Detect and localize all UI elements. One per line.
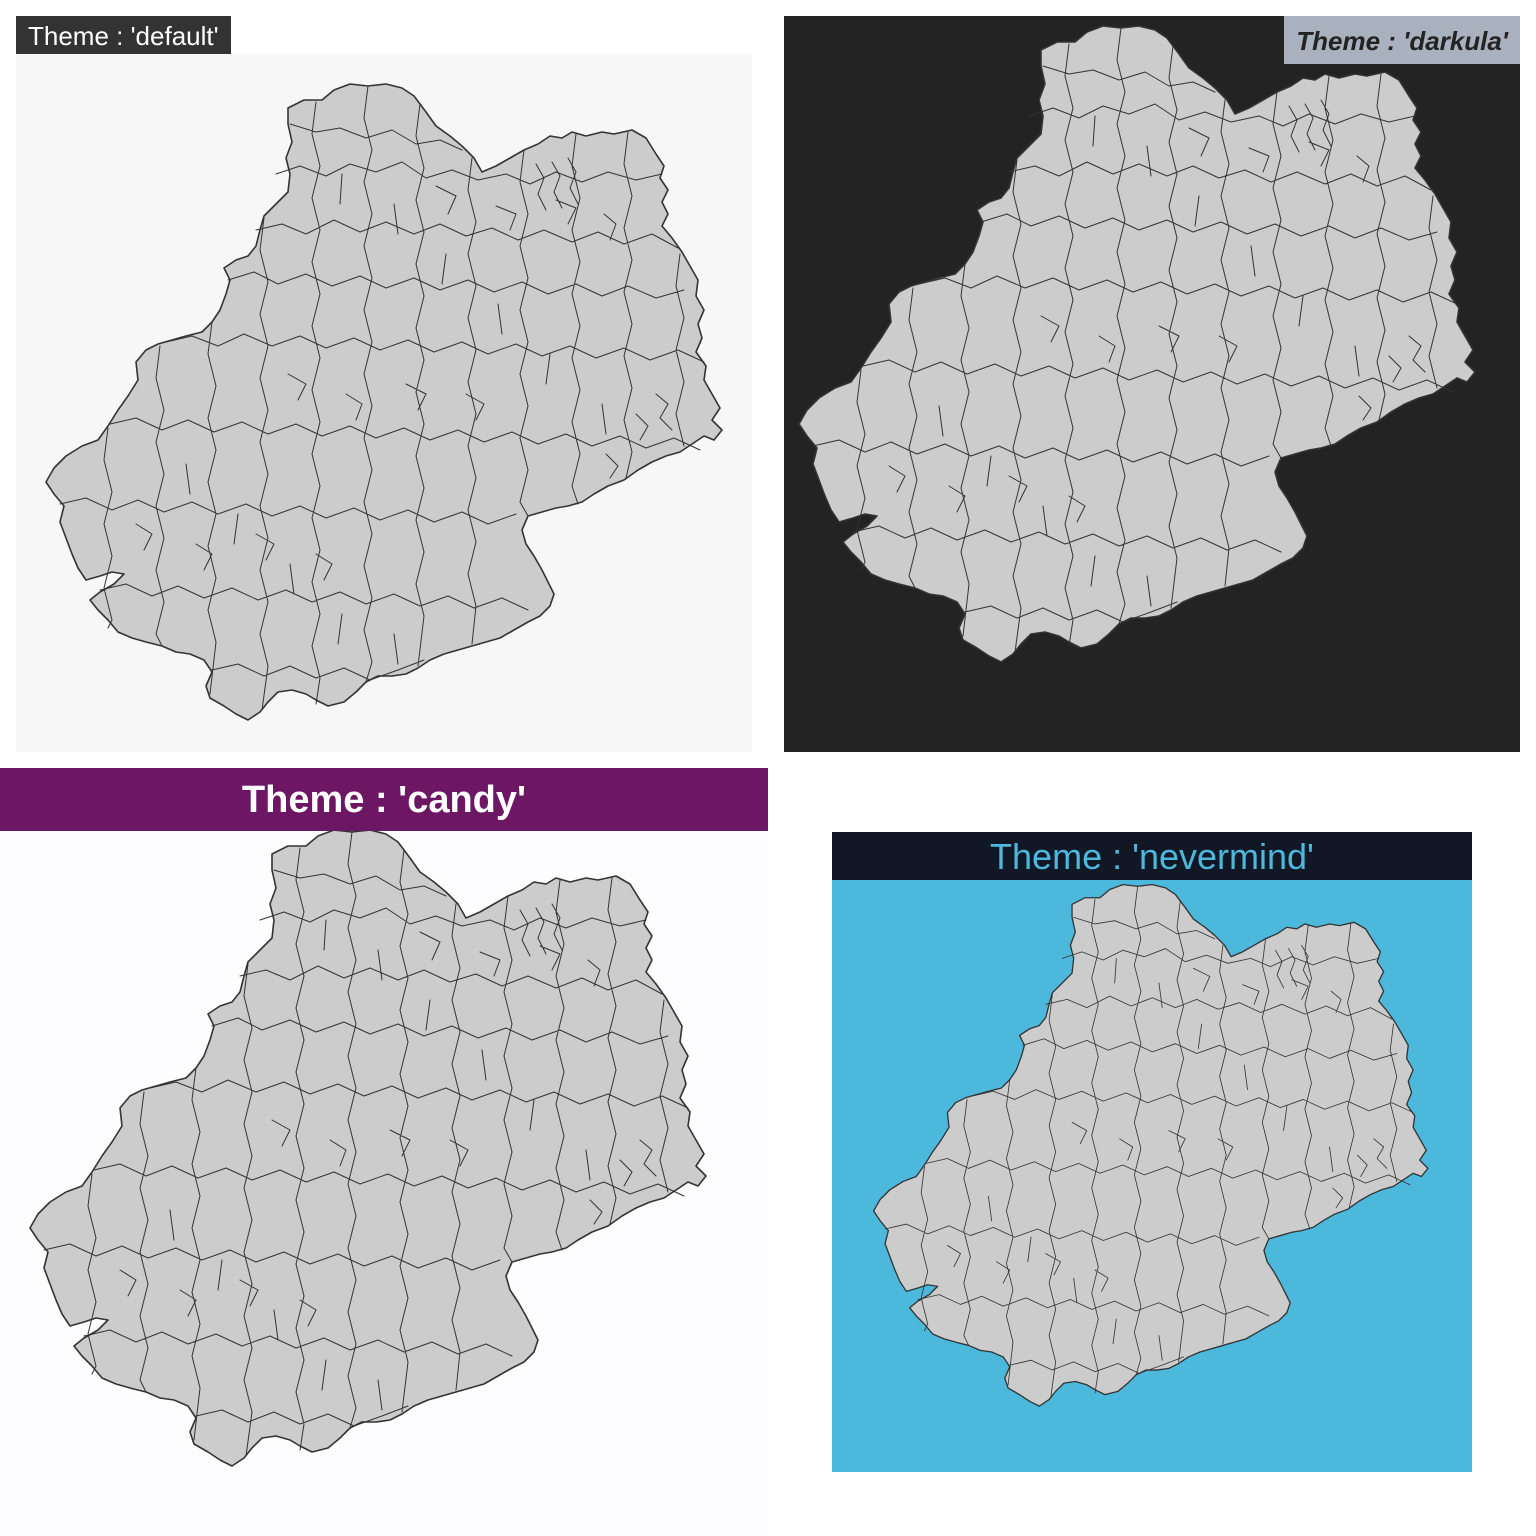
map-default bbox=[16, 54, 752, 752]
panel-title-candy: Theme : 'candy' bbox=[0, 768, 768, 831]
map-candy bbox=[0, 831, 768, 1536]
panel-title-nevermind: Theme : 'nevermind' bbox=[832, 832, 1472, 880]
map-nevermind bbox=[832, 880, 1472, 1472]
panel-title-darkula: Theme : 'darkula' bbox=[1284, 16, 1520, 64]
panel-title-default: Theme : 'default' bbox=[16, 16, 231, 54]
map-panel-darkula: Theme : 'darkula' bbox=[784, 16, 1520, 752]
map-panel-candy bbox=[0, 831, 768, 1536]
map-panel-default bbox=[16, 54, 752, 752]
map-panel-nevermind bbox=[832, 880, 1472, 1472]
map-darkula bbox=[784, 16, 1520, 752]
